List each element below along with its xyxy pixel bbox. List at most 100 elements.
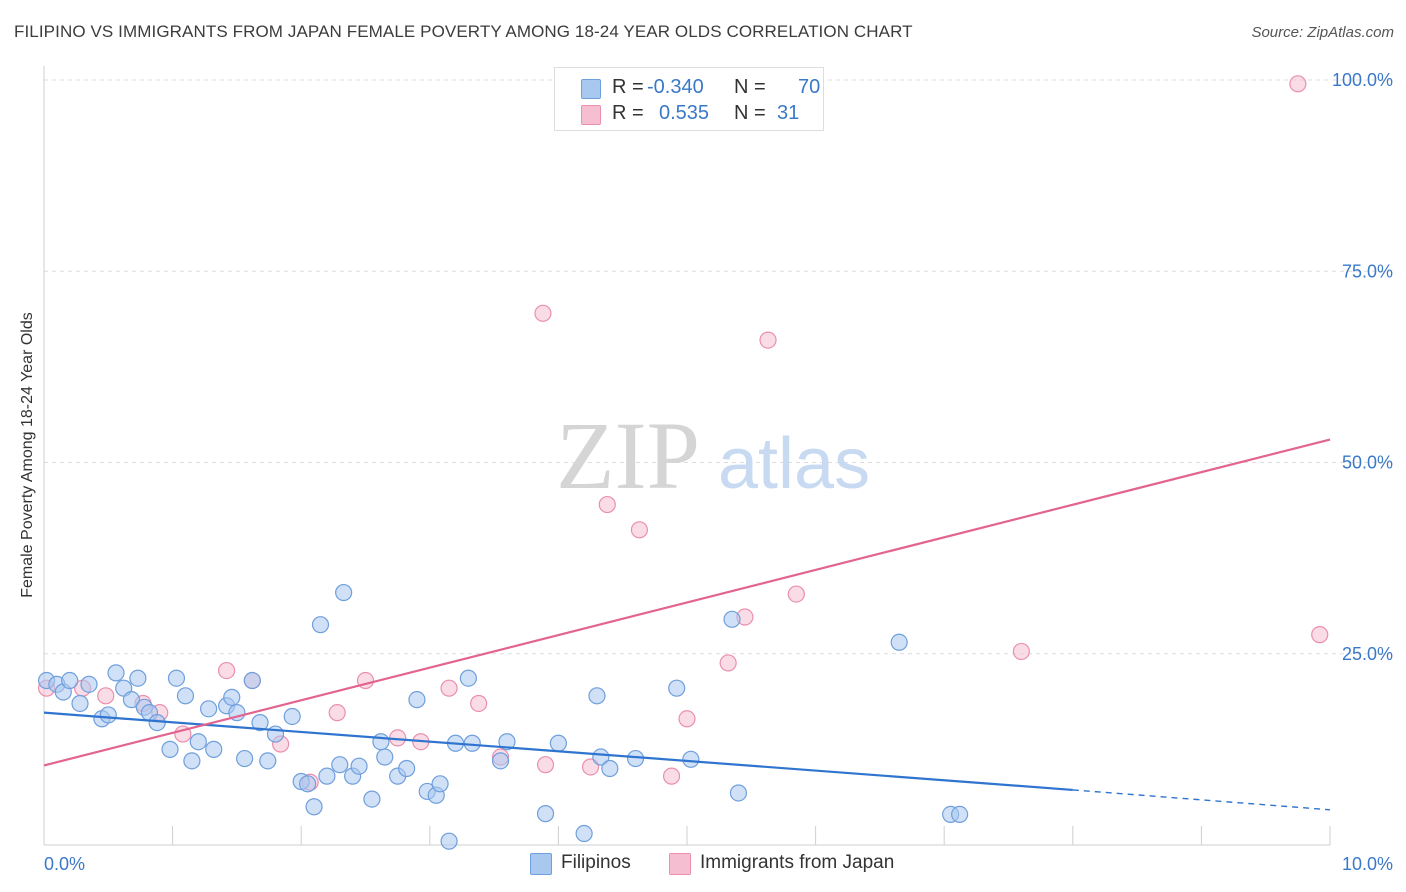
y-tick-label: 50.0% <box>1342 453 1393 473</box>
filipino-point <box>236 749 254 768</box>
x-tick-label: 0.0% <box>44 854 85 874</box>
legend-n-value: 70 <box>798 76 821 98</box>
filipino-point <box>723 610 741 628</box>
filipino-point <box>80 675 98 693</box>
correlation-legend: R = -0.340 N = 70 R = 0.535 N = 31 <box>554 67 824 131</box>
filipino-point <box>549 734 568 752</box>
y-tick-label: 25.0% <box>1342 644 1393 664</box>
tick-labels: 25.0% 50.0% 75.0% 100.0% 0.0% 10.0% <box>44 70 1393 874</box>
legend-r-label: R = <box>612 76 644 98</box>
filipino-point <box>372 733 390 751</box>
legend-label-filipinos: Filipinos <box>561 852 631 873</box>
filipino-point <box>408 691 426 709</box>
filipino-point <box>161 740 179 758</box>
watermark-zip: ZIP <box>556 402 700 509</box>
legend-n-label: N = <box>734 102 766 124</box>
filipino-point <box>266 725 285 743</box>
japan-point <box>1289 75 1307 93</box>
filipino-point <box>575 824 593 843</box>
filipino-point <box>376 748 394 766</box>
x-tick-label: 10.0% <box>1342 854 1393 874</box>
filipino-point <box>205 740 223 758</box>
filipino-point <box>200 700 218 718</box>
filipino-point <box>311 616 330 634</box>
legend-swatch-blue <box>581 79 601 99</box>
filipino-point <box>668 679 686 697</box>
japan-point <box>719 654 737 672</box>
filipino-point <box>71 694 89 713</box>
filipino-point <box>283 707 301 726</box>
filipinos-trend-extension <box>1072 789 1331 811</box>
legend-r-value: 0.535 <box>659 102 710 124</box>
japan-point <box>328 704 346 722</box>
filipino-point <box>167 669 186 687</box>
y-tick-label: 75.0% <box>1342 261 1393 281</box>
filipino-point <box>601 759 619 778</box>
filipino-point <box>335 583 353 602</box>
watermark: ZIP atlas <box>556 402 870 509</box>
filipino-point <box>363 790 381 808</box>
filipino-point <box>951 805 969 824</box>
japan-point <box>759 331 777 349</box>
filipino-point <box>431 775 449 793</box>
japan-trend-line <box>43 438 1331 767</box>
filipino-point <box>122 691 141 709</box>
filipino-point <box>243 671 261 690</box>
japan-point <box>536 756 555 774</box>
filipino-point <box>890 633 908 651</box>
y-tick-label: 100.0% <box>1332 70 1393 90</box>
japan-point <box>534 304 552 322</box>
filipino-point <box>463 734 481 752</box>
chart-title: FILIPINO VS IMMIGRANTS FROM JAPAN FEMALE… <box>14 22 913 41</box>
japan-point <box>678 710 696 728</box>
source-label: Source: ZipAtlas.com <box>1251 24 1394 41</box>
filipino-point <box>129 669 147 687</box>
japan-point <box>598 495 616 514</box>
legend-n-value: 31 <box>777 102 800 124</box>
filipino-point <box>251 713 269 732</box>
filipinos-trend-line <box>43 711 1073 792</box>
legend-swatch-blue <box>530 853 552 875</box>
filipino-point <box>305 798 323 816</box>
trend-lines <box>43 438 1331 811</box>
filipino-point <box>459 669 477 687</box>
series-filipinos-points <box>37 583 969 850</box>
japan-point <box>630 521 649 539</box>
japan-point <box>97 687 115 705</box>
japan-point <box>218 661 236 680</box>
filipino-point <box>498 733 516 751</box>
filipino-point <box>318 767 336 785</box>
filipino-point <box>299 775 317 793</box>
filipino-point <box>107 664 125 682</box>
watermark-atlas: atlas <box>718 424 870 504</box>
legend-n-label: N = <box>734 76 766 98</box>
legend-label-japan: Immigrants from Japan <box>700 852 895 873</box>
filipino-point <box>682 750 700 768</box>
filipino-point <box>536 805 555 823</box>
filipino-point <box>259 752 277 770</box>
japan-point <box>470 694 488 713</box>
filipino-point <box>223 688 241 706</box>
gridlines <box>44 79 1392 655</box>
japan-point <box>787 585 805 603</box>
axes <box>43 66 1331 846</box>
filipino-point <box>350 757 368 775</box>
japan-point <box>662 767 681 785</box>
filipino-point <box>398 759 416 778</box>
filipino-point <box>588 687 606 705</box>
legend-r-label: R = <box>612 102 644 124</box>
filipino-point <box>440 832 458 850</box>
filipino-point <box>61 671 79 690</box>
filipino-point <box>99 706 117 724</box>
japan-point <box>1012 642 1030 661</box>
japan-point <box>581 758 600 776</box>
japan-point <box>1311 626 1329 644</box>
filipino-point <box>189 733 207 751</box>
filipino-point <box>183 752 201 770</box>
filipino-point <box>176 687 195 705</box>
filipino-point <box>331 756 349 774</box>
filipino-point <box>729 784 748 802</box>
legend-swatch-pink <box>669 853 691 875</box>
filipino-point <box>592 748 610 766</box>
